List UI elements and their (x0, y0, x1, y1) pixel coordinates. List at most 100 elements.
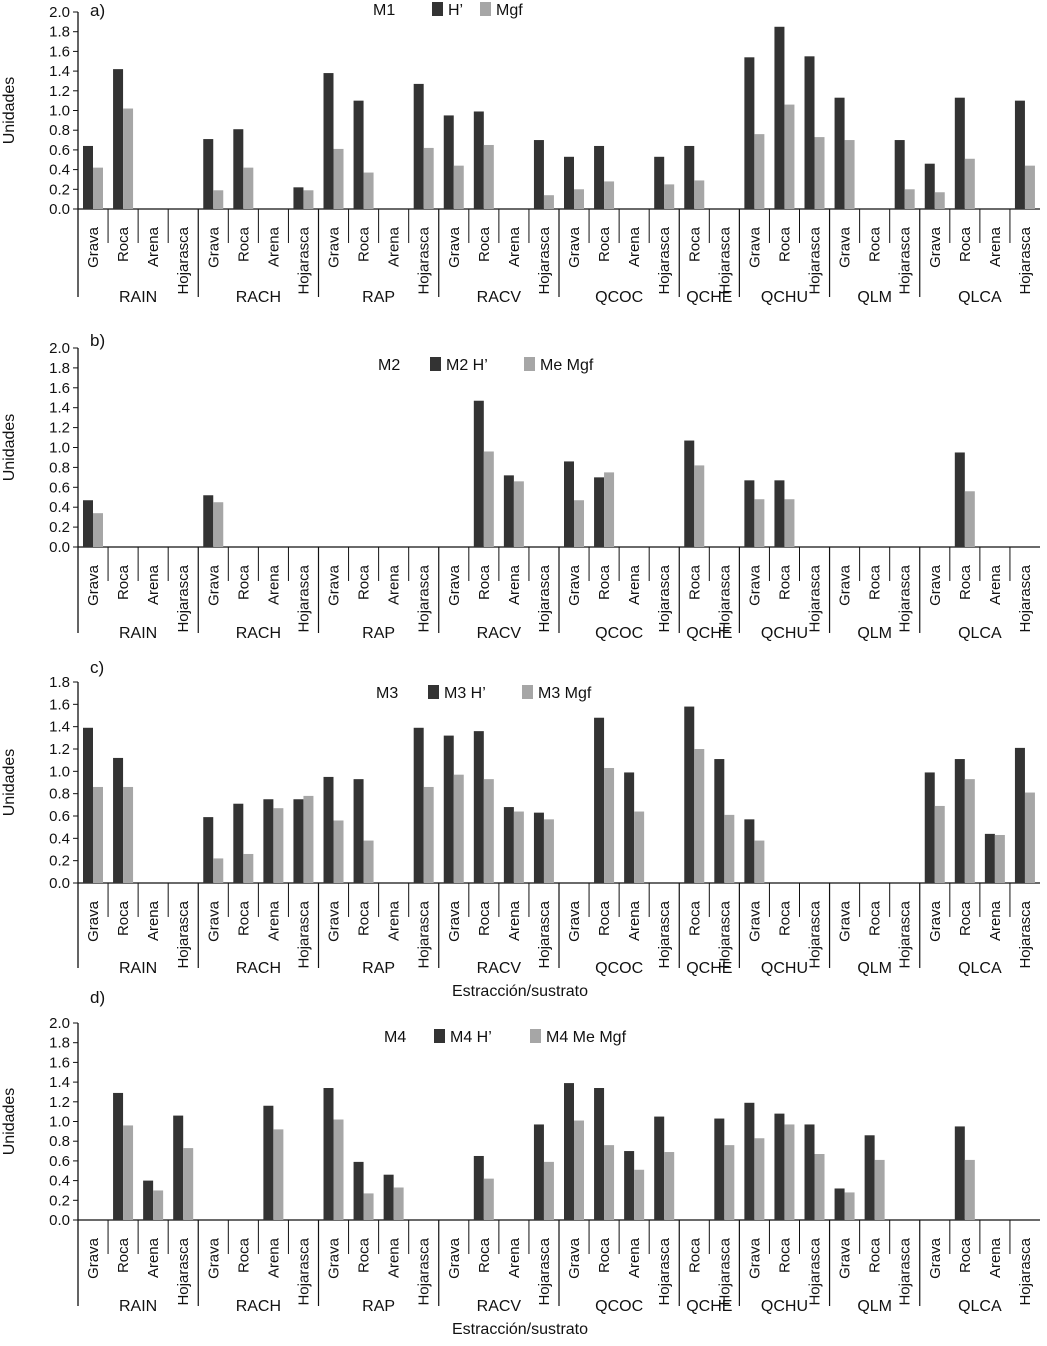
x-axis-label: Estracción/sustrato (452, 1321, 588, 1338)
chart-panel-2: 0.0 0.2 0.4 0.6 0.8 1.0 1.2 1.4 1.6 1.8 2.0 Unidade… (1, 331, 1040, 642)
bar-h (323, 1088, 334, 1220)
bar-mgf (964, 779, 975, 883)
bar-mgf (483, 1178, 494, 1220)
bar-h (924, 772, 935, 883)
x-category-label: Hojarasca (897, 226, 914, 294)
x-category-label: Hojarasca (1017, 900, 1034, 968)
bar-mgf (273, 1129, 284, 1220)
x-category-label: Grava (446, 564, 463, 606)
x-category-label: Grava (205, 226, 222, 268)
x-group-label: RAIN (119, 289, 157, 306)
bar-mgf (754, 134, 765, 209)
bar-h (203, 139, 214, 209)
bar-mgf (273, 808, 284, 883)
x-category-label: Arena (506, 226, 523, 267)
bar-mgf (664, 1152, 675, 1220)
x-category-label: Arena (506, 900, 523, 941)
bar-h (684, 145, 695, 209)
x-category-label: Hojarasca (175, 226, 192, 294)
x-category-label: Arena (265, 900, 282, 941)
bar-h (954, 759, 965, 883)
x-category-label: Roca (115, 564, 132, 600)
bar-mgf (1024, 165, 1035, 209)
bar-mgf (844, 1192, 855, 1220)
x-category-label: Roca (596, 564, 613, 600)
bar-mgf (694, 180, 705, 209)
x-category-label: Arena (265, 564, 282, 605)
x-group-label: QLM (857, 289, 892, 306)
bar-mgf (543, 819, 554, 883)
legend-label-mgf: M3 Mgf (538, 685, 592, 702)
x-category-label: Hojarasca (295, 1237, 312, 1305)
y-tick-label: 1.4 (49, 719, 70, 736)
bar-mgf (784, 1124, 795, 1220)
x-category-label: Roca (776, 564, 793, 600)
x-category-label: Hojarasca (716, 900, 733, 968)
bar-h (83, 727, 93, 883)
x-category-label: Grava (837, 226, 854, 268)
bar-h (984, 833, 995, 883)
bar-mgf (363, 172, 374, 209)
x-category-label: Grava (446, 1237, 463, 1279)
x-category-label: Hojarasca (897, 564, 914, 632)
bar-mgf (694, 749, 705, 883)
legend-swatch-mgf (522, 685, 533, 699)
bar-h (564, 1083, 574, 1220)
x-category-label: Hojarasca (897, 900, 914, 968)
x-category-label: Hojarasca (295, 226, 312, 294)
x-category-label: Grava (837, 1237, 854, 1279)
y-tick-label: 0.8 (49, 122, 70, 139)
x-category-label: Grava (326, 1237, 343, 1279)
bar-h (263, 799, 274, 883)
y-tick-label: 2.0 (49, 340, 70, 357)
x-category-label: Hojarasca (175, 564, 192, 632)
legend-title: M4 (384, 1029, 406, 1046)
y-axis-label: Unidades (1, 77, 18, 145)
bar-h (113, 757, 124, 883)
y-tick-label: 0.0 (49, 539, 70, 556)
bar-mgf (333, 148, 344, 209)
x-category-label: Roca (476, 900, 493, 936)
x-category-label: Hojarasca (175, 1237, 192, 1305)
x-category-label: Arena (145, 226, 162, 267)
x-category-label: Grava (566, 1237, 583, 1279)
x-category-label: Grava (927, 226, 944, 268)
x-group-label: RACH (236, 960, 281, 977)
bar-h (353, 100, 364, 209)
x-group-label: RACV (477, 1298, 522, 1315)
x-category-label: Hojarasca (716, 564, 733, 632)
y-tick-label: 1.2 (49, 420, 70, 437)
bar-mgf (784, 499, 795, 547)
bar-h (473, 731, 484, 883)
x-category-label: Hojarasca (1017, 564, 1034, 632)
bar-h (564, 156, 574, 209)
x-category-label: Hojarasca (716, 1237, 733, 1305)
x-category-label: Roca (776, 900, 793, 936)
bar-h (413, 727, 424, 883)
x-category-label: Arena (386, 226, 403, 267)
legend-swatch-h (434, 1029, 445, 1043)
x-category-label: Roca (356, 564, 373, 600)
y-tick-label: 0.4 (49, 830, 70, 847)
x-category-label: Grava (746, 900, 763, 942)
bar-mgf (363, 1193, 374, 1220)
bar-mgf (243, 167, 254, 209)
bar-h (113, 69, 124, 209)
x-category-label: Grava (837, 900, 854, 942)
bar-mgf (994, 834, 1005, 883)
y-tick-label: 0.4 (49, 1173, 70, 1190)
y-tick-label: 0.0 (49, 201, 70, 218)
chart-panel-4: 0.0 0.2 0.4 0.6 0.8 1.0 1.2 1.4 1.6 1.8 2.0 Unidade… (1, 988, 1040, 1338)
x-group-label: QCHE (686, 289, 732, 306)
bar-h (323, 776, 334, 883)
bar-h (233, 803, 244, 883)
y-tick-label: 0.0 (49, 1212, 70, 1229)
legend-swatch-mgf (480, 2, 491, 16)
bar-mgf (604, 767, 615, 883)
x-category-label: Grava (927, 1237, 944, 1279)
x-category-label: Hojarasca (175, 900, 192, 968)
x-category-label: Hojarasca (807, 564, 824, 632)
bar-h (834, 1188, 845, 1220)
y-tick-label: 1.8 (49, 360, 70, 377)
bar-mgf (604, 181, 615, 209)
